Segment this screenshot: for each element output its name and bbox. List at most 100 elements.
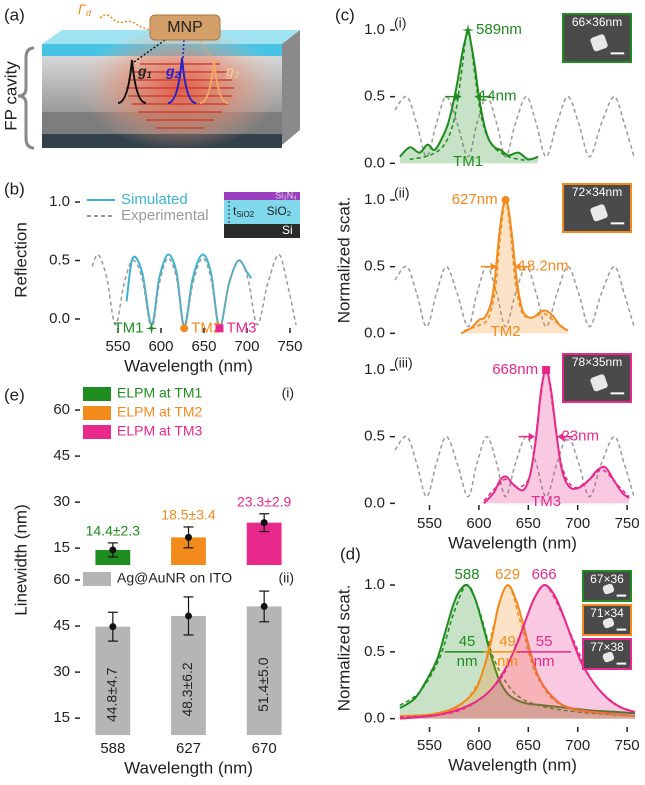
mode-label: TM2 [491,323,521,340]
marker [542,366,550,374]
cavity-label: FP cavity [1,61,20,131]
mode-label: TM1 [453,153,483,170]
inset-label: 71×34 [590,606,624,620]
inset-bottom-label: Si [282,223,293,237]
inset-label: 67×36 [590,572,624,586]
y-tick-label: 30 [53,493,70,510]
panel-label: (b) [4,179,25,198]
page: (a) Γd MNP g1 g2 g3 FP cavity 550 600 650 7… [0,0,645,785]
inset-label: 78×35nm [572,355,622,369]
x-tick-label: 650 [191,338,216,355]
mean-dot [185,534,192,541]
y-tick-label: 0.0 [364,710,385,727]
value-label: 18.5±3.4 [161,507,216,523]
width-unit: nm [534,653,555,670]
y-tick-label: 0.5 [364,258,385,275]
peak-label: 589nm [476,21,522,38]
y-tick-label: 0.0 [49,310,70,327]
panel-label: (e) [4,385,25,404]
side [282,30,300,145]
inset-label: 66×36nm [572,15,622,29]
x-tick-label: 750 [615,737,640,754]
inset-label: 77×38 [590,640,624,654]
value-label: 51.4±5.0 [255,657,271,712]
legend-swatch [83,425,111,439]
legend-label: ELPM at TM2 [117,404,203,420]
y-tick-label: 60 [53,401,70,418]
schematic: (a) Γd MNP g1 g2 g3 FP cavity [1,1,300,150]
width-unit: nm [457,653,478,670]
subpanel-label: (iii) [394,355,413,371]
width-unit: nm [497,653,518,670]
figure: (a) Γd MNP g1 g2 g3 FP cavity 550 600 650 7… [0,0,645,785]
legend-label: Experimental [121,207,209,224]
y-tick-label: 0.5 [364,643,385,660]
x-tick-label: 550 [417,515,442,532]
y-axis-label: Normalized scat. [334,585,353,712]
decay-wave [100,15,150,30]
x-tick-label: 600 [466,515,491,532]
y-tick-label: 0.0 [364,154,385,171]
mean-dot [185,612,192,619]
value-label: 44.8±4.7 [104,667,120,722]
mean-dot [109,623,116,630]
marker-label: TM3 [226,319,256,336]
marker [146,322,158,334]
value-label: 14.4±2.3 [86,523,141,539]
width-label: 49 [499,633,516,650]
mean-dot [109,546,116,553]
y-tick-label: 60 [53,571,70,588]
inset-top-label: Si₃N₄ [275,190,297,200]
line [127,255,252,328]
x-tick-label: 600 [148,338,173,355]
x-axis-label: Wavelength (nm) [124,758,253,777]
x-tick-label: 700 [565,737,590,754]
x-tick-label: 670 [252,740,277,757]
y-tick-label: 0.0 [364,324,385,341]
x-tick-label: 550 [105,338,130,355]
arrow-head [529,433,535,441]
subpanel-label: (i) [282,385,294,401]
subpanel-label: (i) [394,15,406,31]
x-tick-label: 550 [417,737,442,754]
x-tick-label: 650 [516,737,541,754]
x-tick-label: 588 [100,740,125,757]
thickness-subscript: SiO2 [236,210,254,219]
x-tick-label: 750 [615,515,640,532]
y-tick-label: 0.5 [364,88,385,105]
marker [462,24,474,36]
panel-label: (a) [4,5,25,24]
marker [215,324,223,332]
width-label: 18.2nm [519,258,569,275]
y-axis-label: Reflection [11,222,30,298]
x-axis-label: Wavelength (nm) [448,755,577,774]
gamma-label: Γd [78,1,92,19]
inset-label: 72×34nm [572,185,622,199]
peak-label: 668nm [492,361,538,378]
mean-dot [261,519,268,526]
x-tick-label: 650 [516,515,541,532]
y-tick-label: 0.0 [364,494,385,511]
panel-label: (c) [335,5,355,24]
y-tick-label: 1.0 [364,361,385,378]
mean-dot [261,603,268,610]
legend-label: Ag@AuNR on ITO [117,570,232,586]
y-axis-label: Normalized scat. [334,197,353,324]
y-axis-label: Linewidth (nm) [11,504,30,616]
marker [180,324,188,332]
width-label: 45 [459,633,476,650]
width-label: 14nm [479,88,517,105]
legend-label: ELPM at TM3 [117,423,203,439]
legend-label: ELPM at TM1 [117,385,203,401]
peak-label: 627nm [452,191,498,208]
peak-label: 666 [532,566,557,583]
x-tick-label: 627 [176,740,201,757]
y-tick-label: 45 [53,447,70,464]
value-label: 23.3±2.9 [237,493,292,509]
y-tick-label: 1.0 [49,193,70,210]
panel-label: (d) [340,544,361,563]
y-tick-label: 0.5 [49,251,70,268]
y-tick-label: 0.5 [364,428,385,445]
subpanel-label: (ii) [278,570,294,586]
mode-label: TM3 [531,493,561,510]
